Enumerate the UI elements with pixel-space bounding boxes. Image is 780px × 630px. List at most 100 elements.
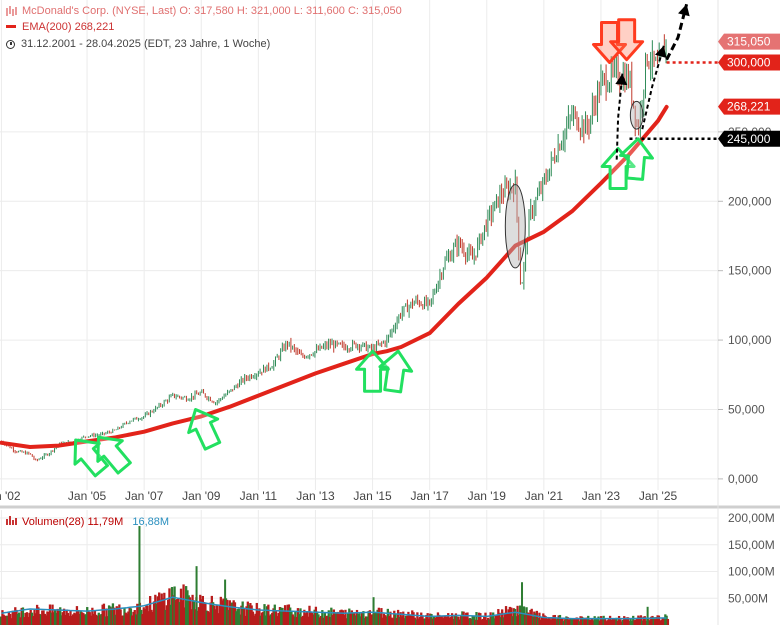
volume-bar <box>563 619 567 625</box>
volume-bar <box>25 612 28 625</box>
volume-bar <box>264 615 267 625</box>
volume-bar <box>133 610 136 625</box>
volume-bar <box>10 618 13 625</box>
volume-bar <box>310 612 314 625</box>
volume-bar <box>57 610 61 625</box>
volume-bar <box>265 606 269 625</box>
volume-bar <box>19 617 22 625</box>
volume-bar <box>400 616 404 625</box>
volume-bar <box>363 618 366 625</box>
highlight-ellipse <box>629 100 644 130</box>
volume-bar <box>648 620 652 625</box>
volume-bar <box>276 616 279 625</box>
volume-bar <box>485 619 488 625</box>
volume-bar <box>307 616 310 625</box>
volume-bar <box>247 604 251 625</box>
volume-bar <box>360 612 364 625</box>
legend-instrument: McDonald's Corp. (NYSE, Last) O: 317,580… <box>6 5 402 17</box>
volume-bar <box>423 618 427 625</box>
volume-bar <box>526 612 530 625</box>
volume-bar <box>292 616 296 625</box>
volume-bar <box>489 612 492 625</box>
volume-bar <box>552 615 555 625</box>
volume-bar <box>623 616 626 625</box>
volume-bar <box>507 609 510 625</box>
volume-bar <box>341 610 345 625</box>
volume-bar <box>578 621 581 625</box>
forecast-path <box>665 3 689 61</box>
green-up-arrow-shape <box>378 349 414 394</box>
volume-bar <box>619 619 622 625</box>
volume-bar <box>376 609 379 625</box>
volume-bar <box>368 610 372 625</box>
volume-bar <box>480 619 483 625</box>
volume-bar <box>387 616 391 625</box>
volume-bar <box>570 619 573 625</box>
volume-bar <box>633 620 636 625</box>
volume-bar <box>399 612 402 625</box>
volume-bar <box>152 601 156 625</box>
volume-bar <box>21 607 25 625</box>
volume-bar <box>580 616 583 625</box>
volume-bar <box>364 616 368 625</box>
volume-bar <box>146 605 149 625</box>
volume-bar <box>634 619 637 625</box>
volume-bar <box>537 617 540 625</box>
volume-bar <box>160 593 163 625</box>
volume-bar <box>34 613 37 625</box>
volume-bar <box>334 612 337 625</box>
volume-bar <box>150 609 153 625</box>
volume-bar <box>8 613 12 625</box>
volume-bar <box>328 616 332 625</box>
price-tag-label: 268,221 <box>727 100 771 114</box>
volume-bar <box>612 618 616 625</box>
volume-bar <box>510 607 513 625</box>
volume-bar <box>298 614 301 625</box>
volume-bar <box>141 614 144 625</box>
volume-bar <box>425 614 428 625</box>
volume-bar <box>69 611 72 625</box>
volume-bar <box>299 608 302 625</box>
volume-bar <box>322 617 325 625</box>
volume-bar <box>192 600 196 625</box>
volume-bar <box>659 620 662 625</box>
volume-bar <box>340 609 343 625</box>
volume-bar <box>32 616 35 625</box>
volume-bar <box>584 617 587 625</box>
volume-bar <box>398 616 401 625</box>
volume-bar <box>260 612 264 625</box>
volume-bar <box>456 616 459 625</box>
y-tick-label: 50,000 <box>728 402 765 416</box>
volume-bar <box>666 618 670 625</box>
volume-bar <box>405 615 409 625</box>
volume-bar <box>475 612 478 625</box>
red-down-arrow <box>609 18 645 62</box>
volume-bar <box>193 609 197 625</box>
volume-bar <box>26 616 30 625</box>
volume-bar <box>447 613 450 625</box>
volume-bar <box>155 603 158 625</box>
volume-bar <box>0 616 3 625</box>
volume-bar <box>639 615 643 625</box>
volume-bar <box>378 613 382 625</box>
volume-bar <box>115 606 118 625</box>
volume-bar <box>519 605 522 625</box>
volume-bar <box>483 615 486 625</box>
red-down-arrow-shape <box>609 18 645 62</box>
highlight-ellipse <box>504 184 526 269</box>
volume-bar <box>426 613 429 625</box>
volume-bar <box>59 607 62 625</box>
volume-bar <box>332 609 336 625</box>
volume-bar <box>346 612 350 625</box>
volume-bar <box>201 595 204 625</box>
volume-bar <box>89 615 93 625</box>
volume-bar <box>430 614 433 625</box>
volume-bar <box>384 615 387 625</box>
volume-bar <box>664 614 667 625</box>
volume-bar <box>64 614 67 625</box>
volume-bar <box>181 600 184 625</box>
green-up-arrow-shape <box>619 137 654 181</box>
volume-bar <box>616 620 619 625</box>
volume-bar <box>614 619 617 625</box>
line-dash-icon <box>6 24 16 28</box>
